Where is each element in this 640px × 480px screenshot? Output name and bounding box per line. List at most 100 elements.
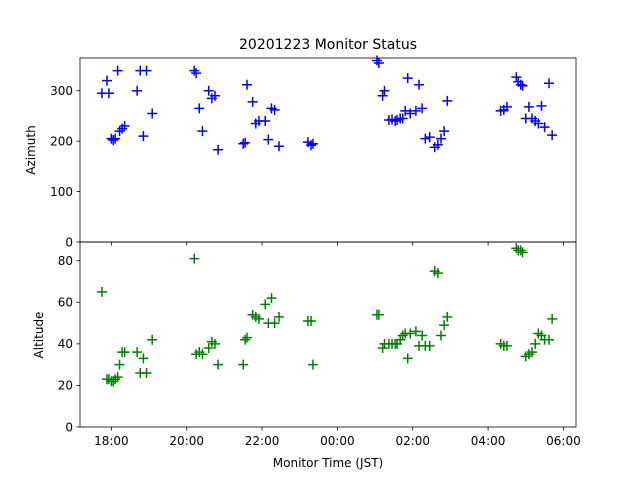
data-point xyxy=(405,328,416,339)
data-point xyxy=(247,96,258,107)
data-point xyxy=(511,243,522,254)
y-tick-label: 100 xyxy=(50,185,73,199)
data-point xyxy=(112,372,123,383)
data-point xyxy=(417,330,428,341)
data-point xyxy=(442,311,453,322)
data-point xyxy=(269,318,280,329)
data-point xyxy=(533,118,544,129)
data-point xyxy=(515,79,526,90)
data-point xyxy=(274,311,285,322)
data-point xyxy=(371,55,382,66)
y-tick-label: 20 xyxy=(58,379,73,393)
data-point xyxy=(377,343,388,354)
data-point xyxy=(269,104,280,115)
x-tick-label: 06:00 xyxy=(546,434,581,448)
data-point xyxy=(138,353,149,364)
data-point xyxy=(424,340,435,351)
data-point xyxy=(108,135,119,146)
data-point xyxy=(379,85,390,96)
data-point xyxy=(397,113,408,124)
data-point xyxy=(96,286,107,297)
data-point xyxy=(114,359,125,370)
data-point xyxy=(373,309,384,320)
data-point xyxy=(517,247,528,258)
data-point xyxy=(242,79,253,90)
data-point xyxy=(410,105,421,116)
time-axis-label: Monitor Time (JST) xyxy=(273,456,383,470)
data-point xyxy=(405,108,416,119)
data-point xyxy=(209,338,220,349)
x-tick-label: 18:00 xyxy=(94,434,129,448)
data-point xyxy=(432,268,443,279)
data-point xyxy=(132,347,143,358)
data-point xyxy=(263,134,274,145)
data-point xyxy=(390,116,401,127)
x-tick-label: 00:00 xyxy=(320,434,355,448)
data-point xyxy=(420,133,431,144)
data-point xyxy=(395,334,406,345)
data-point xyxy=(114,126,125,137)
data-point xyxy=(307,138,318,149)
data-point xyxy=(240,137,251,148)
data-point xyxy=(515,245,526,256)
data-point xyxy=(547,313,558,324)
data-point xyxy=(141,65,152,76)
data-point xyxy=(539,122,550,133)
chart-title: 20201223 Monitor Status xyxy=(239,37,417,53)
data-point xyxy=(260,299,271,310)
data-point xyxy=(110,374,121,385)
x-tick-label: 04:00 xyxy=(471,434,506,448)
data-point xyxy=(397,330,408,341)
data-point xyxy=(191,68,202,79)
data-point xyxy=(436,133,447,144)
data-point xyxy=(253,313,264,324)
data-point xyxy=(544,334,555,345)
data-point xyxy=(103,88,114,99)
data-point xyxy=(424,132,435,143)
x-tick-label: 20:00 xyxy=(169,434,204,448)
data-point xyxy=(402,353,413,364)
data-point xyxy=(400,105,411,116)
data-point xyxy=(536,100,547,111)
data-point xyxy=(442,95,453,106)
azimuth-panel: 0 100 200 300 xyxy=(50,55,577,249)
data-point xyxy=(373,58,384,69)
data-point xyxy=(112,65,123,76)
data-point xyxy=(530,338,541,349)
data-point xyxy=(119,347,130,358)
data-point xyxy=(517,80,528,91)
data-point xyxy=(238,138,249,149)
altitude-axis-label: Altitude xyxy=(32,312,46,359)
data-point xyxy=(432,139,443,150)
data-point xyxy=(238,359,249,370)
data-point xyxy=(439,126,450,137)
data-point xyxy=(511,72,522,83)
data-point xyxy=(417,103,428,114)
data-point xyxy=(240,334,251,345)
altitude-panel: 0 20 40 60 80 18:00 20:00 22:00 00:00 02:00 04:00 0… xyxy=(58,241,581,448)
data-point xyxy=(194,103,205,114)
y-tick-label: 40 xyxy=(58,337,73,351)
data-point xyxy=(523,101,534,112)
data-point xyxy=(147,108,158,119)
data-point xyxy=(141,367,152,378)
data-point xyxy=(501,340,512,351)
data-point xyxy=(410,326,421,337)
data-point xyxy=(101,75,112,86)
data-point xyxy=(414,79,425,90)
data-point xyxy=(306,140,317,151)
data-point xyxy=(436,330,447,341)
data-point xyxy=(132,85,143,96)
y-tick-label: 300 xyxy=(50,84,73,98)
data-point xyxy=(197,349,208,360)
data-point xyxy=(117,123,128,134)
data-point xyxy=(108,376,119,387)
data-point xyxy=(197,126,208,137)
data-point xyxy=(439,320,450,331)
data-point xyxy=(119,121,130,132)
data-point xyxy=(203,85,214,96)
data-point xyxy=(203,343,214,354)
data-point xyxy=(209,90,220,101)
y-tick-label: 0 xyxy=(65,235,73,249)
